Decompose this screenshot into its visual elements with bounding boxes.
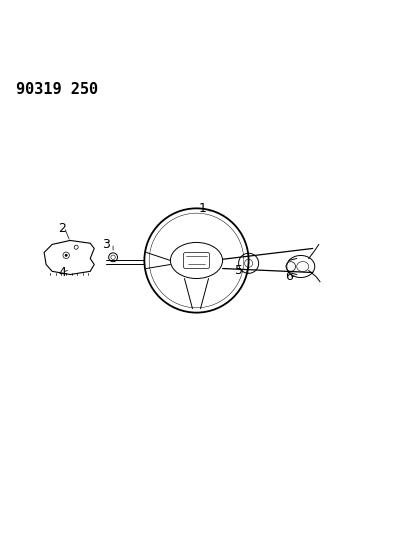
Text: 2: 2 bbox=[58, 222, 66, 235]
Text: 90319 250: 90319 250 bbox=[16, 82, 98, 97]
Text: 6: 6 bbox=[285, 270, 293, 283]
Text: 5: 5 bbox=[235, 264, 243, 277]
Text: 3: 3 bbox=[102, 238, 110, 251]
Text: 1: 1 bbox=[198, 202, 207, 215]
Circle shape bbox=[65, 254, 67, 256]
Text: 4: 4 bbox=[58, 266, 66, 279]
